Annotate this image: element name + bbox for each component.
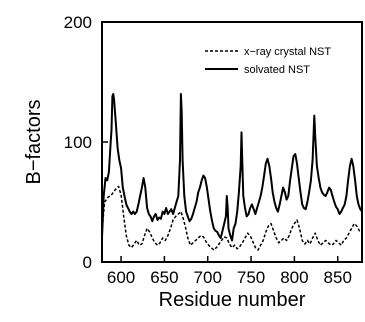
- series-line-xray-crystal: [102, 185, 362, 251]
- x-tick-label: 600: [107, 268, 135, 287]
- plot-area: [102, 93, 362, 251]
- x-tick-label: 850: [324, 268, 352, 287]
- x-tick-label: 800: [280, 268, 308, 287]
- x-tick-label: 750: [237, 268, 265, 287]
- axis-ticks: 600 650 700 750 800 850 0 100 200: [64, 13, 352, 287]
- y-tick-label: 100: [64, 133, 92, 152]
- legend-label: x−ray crystal NST: [244, 46, 331, 58]
- x-axis-label: Residue number: [159, 289, 306, 311]
- x-tick-label: 650: [150, 268, 178, 287]
- legend-label: solvated NST: [244, 64, 310, 76]
- x-tick-label: 700: [194, 268, 222, 287]
- series-line-solvated: [102, 93, 362, 242]
- y-tick-label: 200: [64, 13, 92, 32]
- y-axis-label: B−factors: [23, 99, 45, 184]
- plot-frame: [101, 21, 363, 263]
- legend: x−ray crystal NST solvated NST: [205, 46, 331, 76]
- y-tick-label: 0: [83, 253, 92, 272]
